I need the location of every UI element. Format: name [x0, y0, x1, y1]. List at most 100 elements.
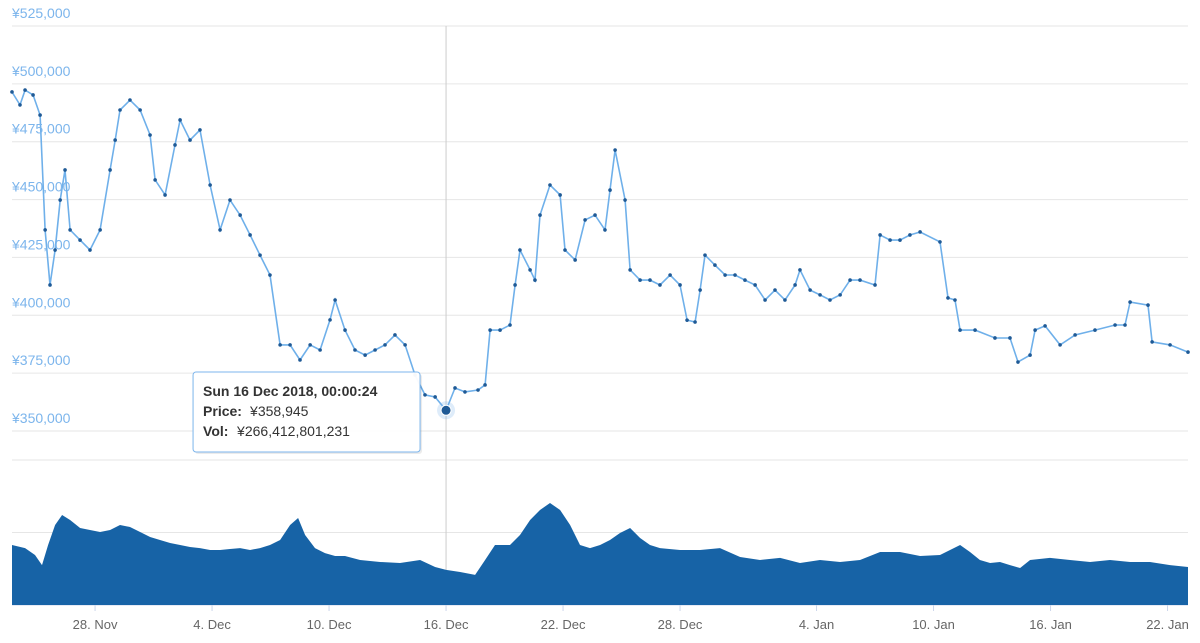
price-point [78, 238, 82, 242]
x-tick-label: 4. Jan [799, 617, 834, 632]
price-point [198, 128, 202, 132]
price-point [423, 393, 427, 397]
price-point [113, 138, 117, 142]
price-point [10, 90, 14, 94]
price-point [308, 343, 312, 347]
price-point [698, 288, 702, 292]
price-point [533, 278, 537, 282]
hover-point [440, 404, 452, 416]
y-tick-label: ¥400,000 [11, 294, 71, 310]
price-point [693, 320, 697, 324]
price-point [1058, 343, 1062, 347]
price-point [248, 233, 252, 237]
price-point [38, 113, 42, 117]
price-point [573, 258, 577, 262]
price-point [508, 323, 512, 327]
price-point [613, 148, 617, 152]
price-point [178, 118, 182, 122]
y-tick-label: ¥500,000 [11, 63, 71, 79]
price-point [1033, 328, 1037, 332]
price-point [946, 296, 950, 300]
price-point [763, 298, 767, 302]
price-point [53, 248, 57, 252]
price-point [678, 283, 682, 287]
price-point [148, 133, 152, 137]
price-point [1146, 303, 1150, 307]
price-point [888, 238, 892, 242]
price-point [228, 198, 232, 202]
price-point [63, 168, 67, 172]
price-point [918, 230, 922, 234]
price-point [1073, 333, 1077, 337]
price-point [278, 343, 282, 347]
price-point [753, 283, 757, 287]
price-point [848, 278, 852, 282]
price-point [98, 228, 102, 232]
price-point [528, 268, 532, 272]
price-point [476, 388, 480, 392]
price-point [1186, 350, 1190, 354]
price-point [838, 293, 842, 297]
price-point [818, 293, 822, 297]
price-point [363, 353, 367, 357]
price-point [608, 188, 612, 192]
price-point [43, 228, 47, 232]
price-point [373, 348, 377, 352]
price-point [128, 98, 132, 102]
y-tick-label: ¥375,000 [11, 352, 71, 368]
x-tick-label: 10. Dec [307, 617, 352, 632]
tooltip-price: ¥358,945 [249, 403, 309, 419]
price-point [463, 390, 467, 394]
price-point [188, 138, 192, 142]
price-point [828, 298, 832, 302]
x-tick-label: 16. Dec [424, 617, 469, 632]
price-point [798, 268, 802, 272]
price-point [153, 178, 157, 182]
price-point [1016, 360, 1020, 364]
price-point [138, 108, 142, 112]
price-point [513, 283, 517, 287]
price-point [68, 228, 72, 232]
price-point [958, 328, 962, 332]
price-point [268, 273, 272, 277]
price-point [58, 198, 62, 202]
marks [10, 88, 1190, 605]
price-point [873, 283, 877, 287]
price-point [108, 168, 112, 172]
price-point [1028, 353, 1032, 357]
y-tick-label: ¥525,000 [11, 5, 71, 21]
x-tick-label: 10. Jan [912, 617, 955, 632]
price-point [498, 328, 502, 332]
price-point [403, 343, 407, 347]
price-point [208, 183, 212, 187]
price-point [773, 288, 777, 292]
price-point [563, 248, 567, 252]
y-tick-label: ¥450,000 [11, 179, 71, 195]
price-point [623, 198, 627, 202]
x-tick-label: 22. Jan [1146, 617, 1189, 632]
labels: ¥350,000 ¥375,000 ¥400,000 ¥425,000 ¥450,000… [11, 5, 1189, 632]
tooltip: Sun 16 Dec 2018, 00:00:24 Price: ¥358,945 V… [192, 371, 456, 454]
price-point [1150, 340, 1154, 344]
x-tick-label: 16. Jan [1029, 617, 1072, 632]
price-point [908, 233, 912, 237]
price-point [328, 318, 332, 322]
price-point [723, 273, 727, 277]
price-point [973, 328, 977, 332]
price-point [48, 283, 52, 287]
price-point [793, 283, 797, 287]
price-point [353, 348, 357, 352]
x-tick-label: 22. Dec [541, 617, 586, 632]
price-point [488, 328, 492, 332]
price-point [783, 298, 787, 302]
price-point [343, 328, 347, 332]
price-point [713, 263, 717, 267]
tooltip-price-label: Price: [203, 403, 242, 419]
price-point [1043, 324, 1047, 328]
price-point [483, 383, 487, 387]
price-point [163, 193, 167, 197]
price-point [1168, 343, 1172, 347]
price-point [1128, 300, 1132, 304]
